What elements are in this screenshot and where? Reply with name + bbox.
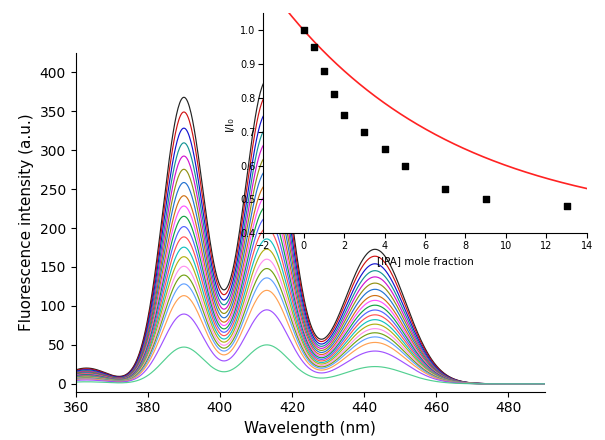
Point: [440, 186, 450, 193]
X-axis label: Wavelength (nm): Wavelength (nm): [244, 421, 376, 436]
Point: [400, 162, 410, 169]
Point: [359, 128, 369, 135]
Point: [339, 111, 349, 118]
Point: [329, 91, 339, 98]
Point: [562, 202, 572, 209]
Point: [309, 44, 319, 51]
Y-axis label: Fluorescence intensity (a.u.): Fluorescence intensity (a.u.): [19, 114, 34, 331]
Point: [299, 26, 309, 33]
Point: [380, 145, 390, 152]
Y-axis label: I/I₀: I/I₀: [224, 116, 235, 131]
Point: [481, 196, 491, 203]
X-axis label: [IPA] mole fraction: [IPA] mole fraction: [377, 257, 473, 266]
Point: [319, 67, 329, 74]
